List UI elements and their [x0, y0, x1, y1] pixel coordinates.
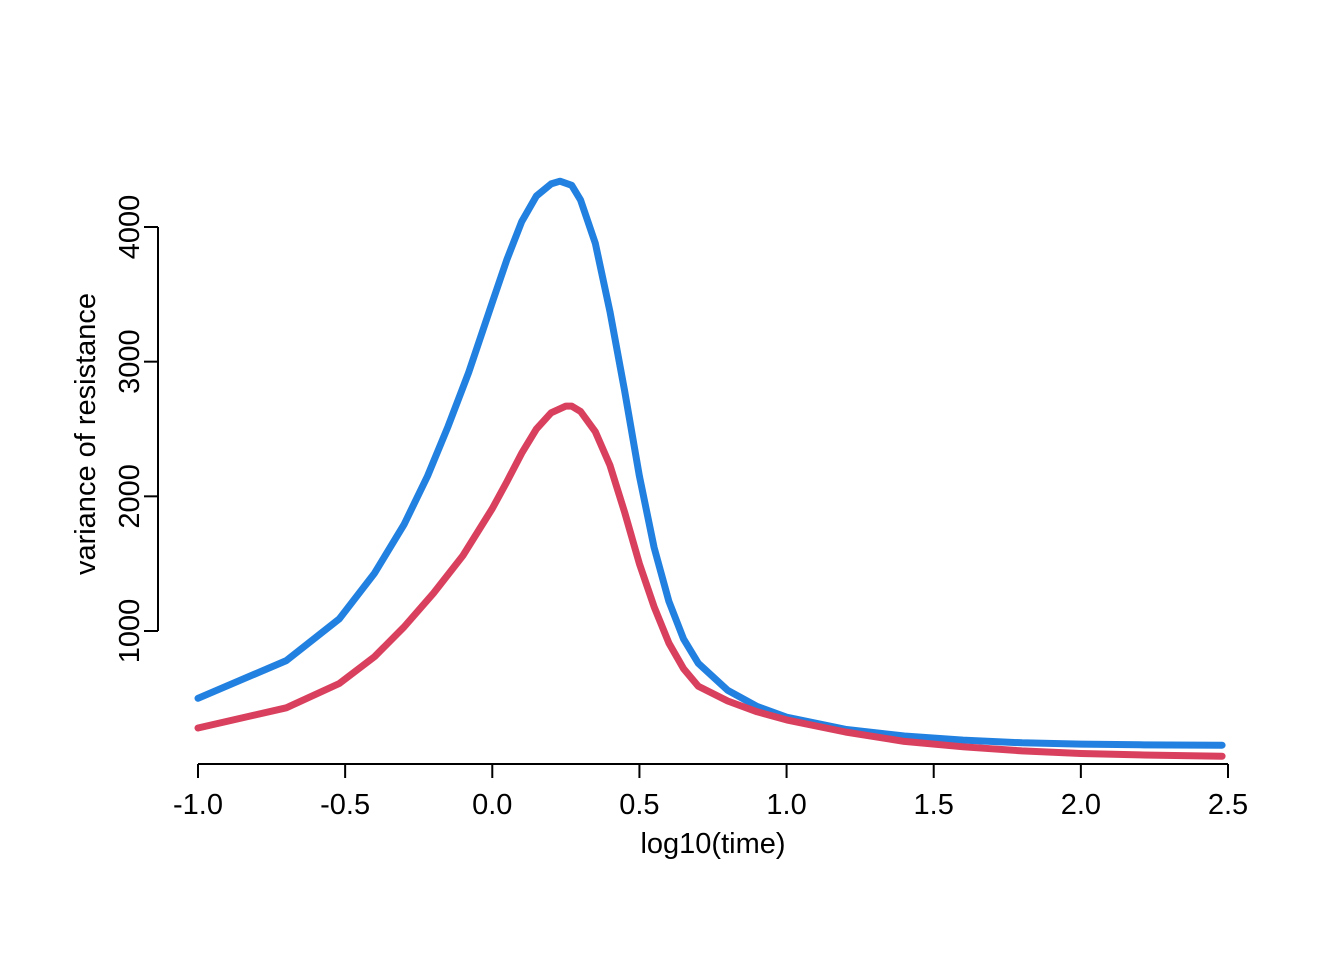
series-line-2 — [194, 402, 1226, 760]
y-tick-label: 4000 — [114, 195, 146, 260]
x-tick-label: -1.0 — [173, 789, 223, 821]
x-tick-label: 2.0 — [1061, 789, 1101, 821]
x-axis-title: log10(time) — [640, 828, 785, 860]
x-tick-label: 0.5 — [619, 789, 659, 821]
x-tick-label: 1.0 — [766, 789, 806, 821]
series-layer — [194, 177, 1226, 760]
series-line-1 — [194, 177, 1226, 749]
y-tick-label: 1000 — [114, 599, 146, 664]
x-tick-label: 2.5 — [1208, 789, 1248, 821]
x-tick-label: -0.5 — [320, 789, 370, 821]
x-tick-label: 0.0 — [472, 789, 512, 821]
x-axis: -1.0 -0.5 0.0 0.5 1.0 1.5 2.0 2.5 — [173, 763, 1248, 821]
y-tick-label: 2000 — [114, 464, 146, 529]
x-tick-label: 1.5 — [914, 789, 954, 821]
y-tick-label: 3000 — [114, 329, 146, 394]
y-axis: 1000 2000 3000 4000 — [114, 195, 159, 664]
y-axis-title: variance of resistance — [70, 293, 102, 575]
